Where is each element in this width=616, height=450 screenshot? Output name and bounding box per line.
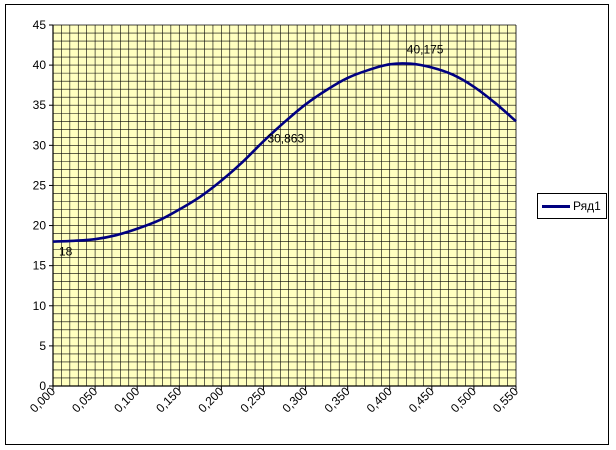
y-tick-label: 10 — [33, 299, 47, 313]
x-axis-ticks: 0,000 0,050 0,100 0,150 0,200 0,250 0,300 0,350… — [27, 384, 521, 415]
x-tick-label: 0,050 — [69, 384, 100, 415]
data-label: 40,175 — [407, 43, 444, 57]
x-tick-label: 0,250 — [237, 384, 268, 415]
series-layer — [52, 62, 517, 243]
y-axis-ticks: 0 5 10 15 20 25 30 35 40 45 — [33, 18, 53, 393]
legend-swatch — [542, 204, 570, 208]
y-tick-label: 40 — [33, 58, 47, 72]
x-tick-label: 0,100 — [111, 384, 142, 415]
series-line — [52, 62, 517, 243]
y-tick-label: 45 — [33, 18, 47, 32]
y-tick-label: 25 — [33, 178, 47, 192]
x-tick-label: 0,200 — [195, 384, 226, 415]
y-tick-label: 5 — [39, 339, 46, 353]
legend-series-name: Ряд1 — [573, 199, 601, 213]
y-tick-label: 0 — [39, 379, 46, 393]
x-tick-label: 0,450 — [406, 384, 437, 415]
x-tick-label: 0,500 — [448, 384, 479, 415]
y-tick-label: 30 — [33, 138, 47, 152]
y-tick-label: 35 — [33, 98, 47, 112]
x-tick-label: 0,350 — [322, 384, 353, 415]
y-tick-label: 20 — [33, 219, 47, 233]
x-tick-label: 0,550 — [490, 384, 521, 415]
data-labels: 18 30,863 40,175 — [59, 43, 444, 259]
legend: Ряд1 — [537, 193, 607, 219]
axes — [52, 24, 517, 387]
x-tick-label: 0,300 — [280, 384, 311, 415]
data-label: 18 — [59, 245, 73, 259]
y-tick-label: 15 — [33, 259, 47, 273]
plot-area — [53, 25, 516, 386]
data-label: 30,863 — [267, 131, 304, 145]
x-tick-label: 0,400 — [364, 384, 395, 415]
grid-lines — [53, 25, 516, 386]
x-tick-label: 0,150 — [153, 384, 184, 415]
x-tick-label: 0,000 — [27, 384, 58, 415]
